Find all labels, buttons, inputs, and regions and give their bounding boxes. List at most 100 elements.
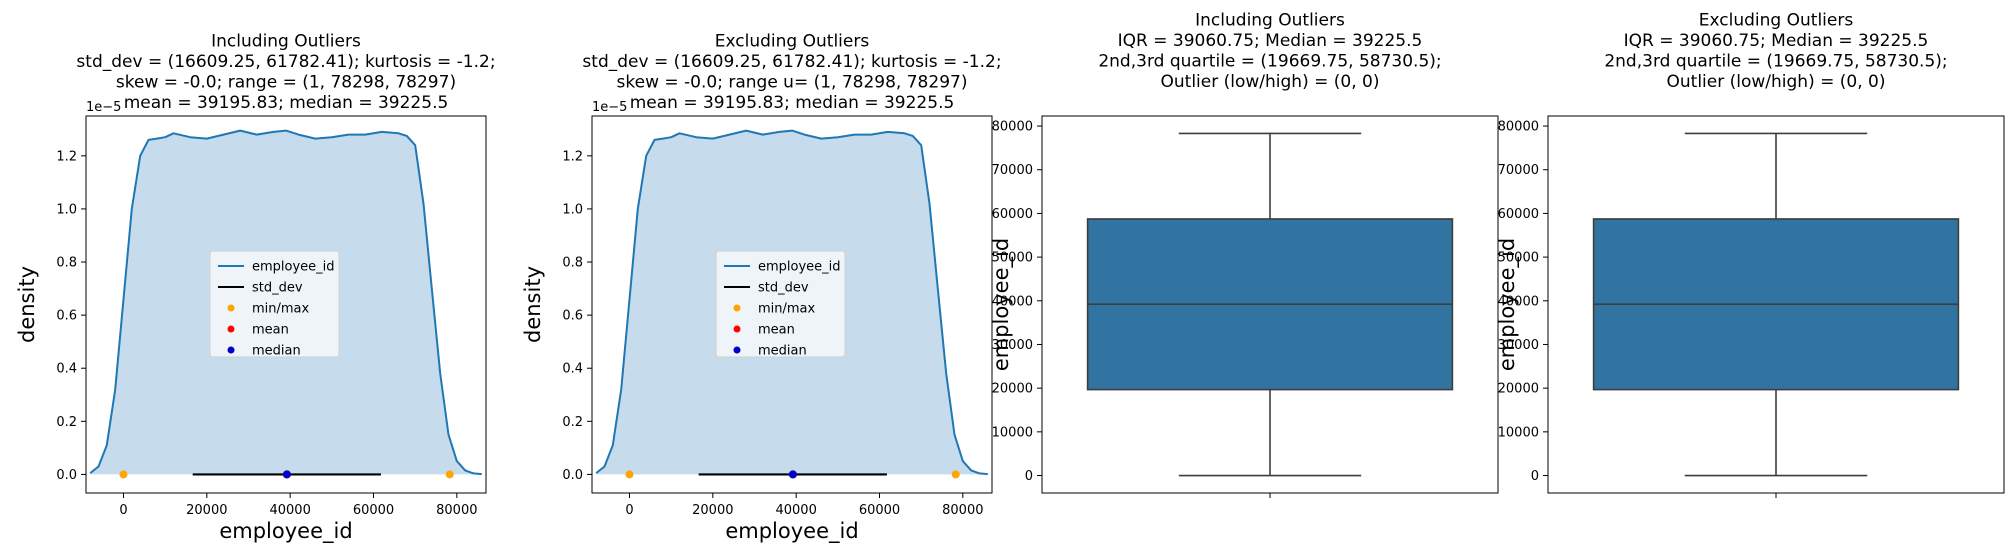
chart-title-line: Excluding Outliers: [715, 32, 870, 52]
legend-swatch-marker: [733, 304, 741, 312]
chart-title-line: skew = -0.0; range u= (1, 78298, 78297): [617, 73, 968, 93]
legend-label: employee_id: [252, 260, 335, 275]
chart-title-line: Outlier (low/high) = (0, 0): [1161, 72, 1380, 92]
max-point: [445, 470, 454, 479]
min-point: [625, 470, 634, 479]
min-point: [119, 470, 128, 479]
legend-swatch-marker: [227, 304, 235, 312]
legend-label: min/max: [252, 302, 310, 317]
y-tick-label: 80000: [992, 120, 1033, 135]
x-tick-label: 60000: [353, 503, 394, 518]
y-tick-label: 20000: [992, 382, 1033, 397]
y-exponent-label: 1e−5: [86, 100, 121, 115]
y-tick-label: 40000: [992, 294, 1033, 309]
median-point: [282, 470, 291, 479]
x-tick-label: 80000: [942, 503, 983, 518]
y-tick-label: 20000: [1498, 382, 1539, 397]
chart-title-line: Including Outliers: [211, 32, 361, 52]
legend-box: [209, 250, 340, 358]
x-axis-label: employee_id: [219, 519, 352, 544]
y-tick-label: 1.0: [56, 202, 77, 217]
chart-title-line: mean = 39195.83; median = 39225.5: [124, 93, 449, 113]
x-tick-label: 40000: [775, 503, 816, 518]
y-tick-label: 0.2: [562, 415, 583, 430]
y-axis-label: employee_id: [989, 238, 1014, 371]
x-tick-label: 20000: [186, 503, 227, 518]
y-tick-label: 0.8: [562, 256, 583, 271]
y-axis-label: employee_id: [1495, 238, 1520, 371]
chart-title-line: mean = 39195.83; median = 39225.5: [630, 93, 955, 113]
x-tick-label: 80000: [436, 503, 477, 518]
chart-title-line: 2nd,3rd quartile = (19669.75, 58730.5);: [1098, 52, 1441, 72]
y-tick-label: 0.6: [56, 309, 77, 324]
y-tick-label: 0.6: [562, 309, 583, 324]
chart-title-line: Excluding Outliers: [1699, 11, 1854, 31]
y-tick-label: 70000: [992, 163, 1033, 178]
median-point: [788, 470, 797, 479]
chart-title-line: Outlier (low/high) = (0, 0): [1667, 72, 1886, 92]
y-exponent-label: 1e−5: [592, 100, 627, 115]
axes-frame: [591, 115, 993, 494]
kde-line: [89, 129, 482, 476]
chart-title-line: std_dev = (16609.25, 61782.41); kurtosis…: [582, 52, 1001, 72]
chart-title-line: std_dev = (16609.25, 61782.41); kurtosis…: [76, 52, 495, 72]
kde-line: [595, 129, 988, 476]
y-tick-label: 1.0: [562, 202, 583, 217]
x-tick-label: 20000: [692, 503, 733, 518]
legend-label: mean: [758, 323, 795, 338]
y-tick-label: 40000: [1498, 294, 1539, 309]
chart-title-line: skew = -0.0; range = (1, 78298, 78297): [116, 73, 456, 93]
x-tick-label: 0: [119, 503, 127, 518]
y-tick-label: 30000: [992, 338, 1033, 353]
legend-label: std_dev: [758, 281, 809, 296]
y-tick-label: 0.2: [56, 415, 77, 430]
chart-title-line: IQR = 39060.75; Median = 39225.5: [1624, 31, 1929, 51]
y-axis-label: density: [521, 266, 545, 343]
legend-swatch-marker: [227, 325, 235, 333]
legend-label: median: [758, 344, 807, 359]
axes-frame: [85, 115, 487, 494]
y-tick-label: 10000: [992, 425, 1033, 440]
y-tick-label: 50000: [1498, 251, 1539, 266]
y-tick-label: 1.2: [56, 149, 77, 164]
y-tick-label: 70000: [1498, 163, 1539, 178]
y-tick-label: 30000: [1498, 338, 1539, 353]
legend-box: [715, 250, 846, 358]
x-tick-label: 0: [625, 503, 633, 518]
x-tick-label: 60000: [859, 503, 900, 518]
x-axis-label: employee_id: [725, 519, 858, 544]
legend: employee_id std_dev min/max mean median: [209, 250, 340, 359]
y-tick-label: 0.0: [562, 468, 583, 483]
x-tick-label: 40000: [269, 503, 310, 518]
y-tick-label: 60000: [1498, 207, 1539, 222]
y-tick-label: 60000: [992, 207, 1033, 222]
y-tick-label: 0: [1025, 469, 1033, 484]
legend-label: employee_id: [758, 260, 841, 275]
chart-title-line: Including Outliers: [1195, 11, 1345, 31]
y-axis-label: density: [15, 266, 39, 343]
y-tick-label: 0: [1531, 469, 1539, 484]
y-tick-label: 0.4: [56, 362, 77, 377]
y-tick-label: 0.8: [56, 256, 77, 271]
legend-swatch-marker: [733, 325, 741, 333]
legend-label: mean: [252, 323, 289, 338]
legend-label: median: [252, 344, 301, 359]
y-tick-label: 10000: [1498, 425, 1539, 440]
y-tick-label: 0.0: [56, 468, 77, 483]
y-tick-label: 50000: [992, 251, 1033, 266]
y-tick-label: 80000: [1498, 120, 1539, 135]
y-tick-label: 0.4: [562, 362, 583, 377]
legend-swatch-marker: [227, 346, 235, 354]
legend: employee_id std_dev min/max mean median: [715, 250, 846, 359]
y-tick-label: 1.2: [562, 149, 583, 164]
legend-label: std_dev: [252, 281, 303, 296]
chart-title-line: IQR = 39060.75; Median = 39225.5: [1118, 31, 1423, 51]
legend-label: min/max: [758, 302, 816, 317]
chart-title-line: 2nd,3rd quartile = (19669.75, 58730.5);: [1604, 52, 1947, 72]
